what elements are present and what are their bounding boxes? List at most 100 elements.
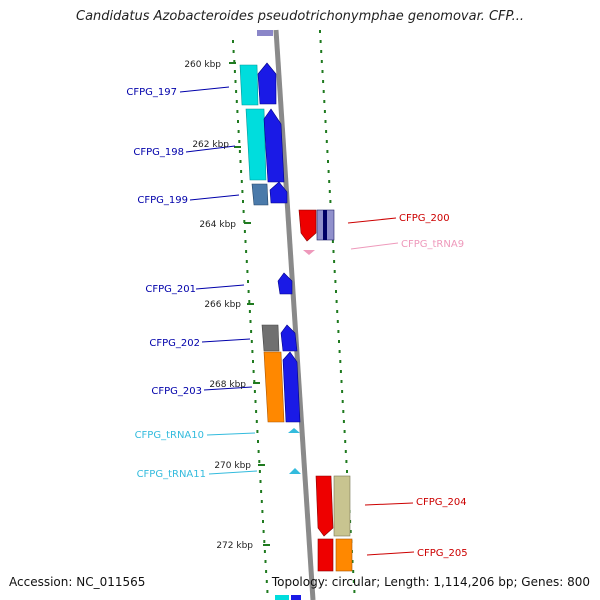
gene-label-cfpg-203[interactable]: CFPG_203 bbox=[151, 386, 202, 397]
track-dot bbox=[232, 40, 234, 43]
track-dot bbox=[232, 50, 235, 53]
track-dot bbox=[238, 140, 241, 143]
track-dot bbox=[323, 100, 326, 103]
gene-block-cfpg-198-blue[interactable] bbox=[263, 108, 285, 183]
track-dot bbox=[331, 240, 334, 243]
scale-label: 260 kbp bbox=[184, 60, 221, 70]
track-dot bbox=[251, 350, 254, 353]
genome-stats: Topology: circular; Length: 1,114,206 bp… bbox=[271, 575, 590, 589]
gene-block-cfpg-197-blue[interactable] bbox=[257, 62, 277, 105]
gene-block-cfpg-201-blue[interactable] bbox=[277, 272, 293, 295]
gene-block-cfpg-198-cyan[interactable] bbox=[245, 108, 267, 181]
gene-block-partial-bottom-2[interactable] bbox=[291, 595, 301, 600]
trna-label-10[interactable]: CFPG_tRNA10 bbox=[135, 430, 204, 441]
track-dot bbox=[259, 480, 262, 483]
track-dot bbox=[248, 310, 251, 313]
track-dot bbox=[320, 60, 323, 63]
track-dot bbox=[257, 450, 260, 453]
scale-label: 268 kbp bbox=[209, 380, 246, 390]
track-dot bbox=[247, 290, 250, 293]
gene-block-partial-top[interactable] bbox=[257, 30, 273, 36]
trna-label-11[interactable]: CFPG_tRNA11 bbox=[137, 469, 206, 480]
gene-block-cfpg-199-steel[interactable] bbox=[251, 183, 269, 206]
gene-block-cfpg-197-cyan[interactable] bbox=[239, 64, 259, 106]
track-dot bbox=[344, 450, 347, 453]
track-dot bbox=[319, 40, 322, 43]
track-dot bbox=[234, 80, 237, 83]
gene-label-cfpg-205[interactable]: CFPG_205 bbox=[417, 548, 468, 559]
trna-label-9[interactable]: CFPG_tRNA9 bbox=[401, 239, 464, 250]
track-dot bbox=[266, 590, 269, 593]
gene-block-partial-bottom[interactable] bbox=[275, 595, 289, 600]
gene-label-cfpg-200[interactable]: CFPG_200 bbox=[399, 213, 450, 224]
track-dot bbox=[238, 150, 241, 153]
track-dot bbox=[324, 120, 327, 123]
track-dot bbox=[332, 250, 335, 253]
track-dot bbox=[336, 320, 339, 323]
track-dot bbox=[237, 130, 240, 133]
trna-labels-right: CFPG_tRNA9 bbox=[401, 239, 464, 250]
track-dot bbox=[244, 240, 247, 243]
track-dot bbox=[326, 150, 329, 153]
gene-block-cfpg-202-gray[interactable] bbox=[261, 324, 280, 352]
track-dot bbox=[245, 260, 248, 263]
track-dot bbox=[325, 130, 328, 133]
track-dot bbox=[342, 410, 345, 413]
trna10-marker[interactable] bbox=[288, 428, 300, 433]
scale-label: 266 kbp bbox=[204, 300, 241, 310]
track-dot bbox=[263, 550, 266, 553]
track-dot bbox=[250, 330, 253, 333]
gene-label-cfpg-197[interactable]: CFPG_197 bbox=[126, 87, 177, 98]
gene-block-cfpg-204-khaki[interactable] bbox=[333, 475, 351, 537]
gene-label-cfpg-199[interactable]: CFPG_199 bbox=[137, 195, 188, 206]
track-dot bbox=[329, 200, 332, 203]
track-dot bbox=[327, 160, 329, 163]
track-dot bbox=[258, 470, 261, 473]
track-dot bbox=[257, 440, 259, 443]
track-dot bbox=[339, 370, 342, 373]
gene-block-cfpg-205-orange[interactable] bbox=[335, 538, 353, 572]
track-dot bbox=[338, 350, 341, 353]
track-dot bbox=[351, 560, 354, 563]
gene-labels-right: CFPG_200 CFPG_204 CFPG_205 bbox=[399, 213, 468, 559]
track-dot bbox=[245, 250, 248, 253]
track-dot bbox=[250, 340, 253, 343]
tick-dots-left bbox=[232, 40, 269, 593]
track-dot bbox=[333, 260, 336, 263]
gene-label-cfpg-202[interactable]: CFPG_202 bbox=[149, 338, 200, 349]
track-dot bbox=[341, 400, 344, 403]
track-dot bbox=[339, 360, 342, 363]
track-dot bbox=[352, 580, 355, 583]
track-dot bbox=[265, 570, 268, 573]
trna11-marker[interactable] bbox=[289, 468, 301, 474]
track-dot bbox=[262, 530, 265, 533]
track-dot bbox=[346, 470, 348, 473]
gene-label-cfpg-201[interactable]: CFPG_201 bbox=[145, 284, 196, 295]
gene-block-cfpg-202-blue[interactable] bbox=[280, 324, 298, 352]
track-dot bbox=[249, 320, 252, 323]
track-dot bbox=[319, 30, 321, 33]
track-dot bbox=[261, 510, 264, 513]
gene-block-cfpg-203-blue[interactable] bbox=[282, 351, 301, 423]
scale-labels: 260 kbp 262 kbp 264 kbp 266 kbp 268 kbp … bbox=[184, 60, 253, 551]
track-dot bbox=[328, 180, 331, 183]
gene-block-cfpg-205-red[interactable] bbox=[317, 538, 334, 572]
track-dot bbox=[240, 170, 243, 173]
track-dot bbox=[352, 570, 355, 573]
gene-label-cfpg-198[interactable]: CFPG_198 bbox=[133, 147, 184, 158]
gene-label-cfpg-204[interactable]: CFPG_204 bbox=[416, 497, 467, 508]
accession-text: Accession: NC_011565 bbox=[9, 575, 146, 589]
track-dot bbox=[345, 460, 348, 463]
scale-label: 272 kbp bbox=[216, 541, 253, 551]
trna-labels-left: CFPG_tRNA10 CFPG_tRNA11 bbox=[135, 430, 206, 480]
gene-block-cfpg-199-blue[interactable] bbox=[269, 181, 288, 204]
track-dot bbox=[236, 110, 239, 113]
track-dot bbox=[353, 590, 356, 593]
gene-block-cfpg-203-orange[interactable] bbox=[263, 351, 285, 423]
gene-block-cfpg-204-red[interactable] bbox=[315, 475, 334, 537]
gene-block-cfpg-200-red[interactable] bbox=[298, 209, 317, 242]
track-dot bbox=[262, 520, 264, 523]
trna9-marker[interactable] bbox=[303, 250, 315, 255]
track-dot bbox=[325, 140, 328, 143]
